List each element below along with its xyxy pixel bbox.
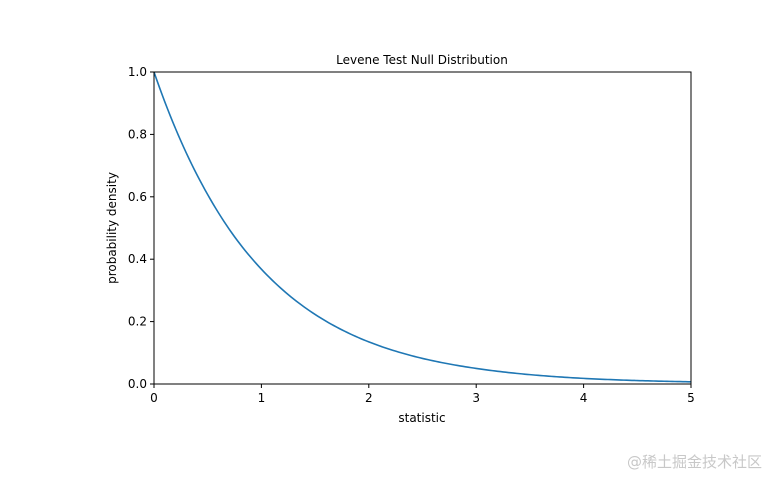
y-tick-label: 0.4 [128,252,147,266]
x-tick-label: 4 [580,391,588,405]
y-tick-label: 0.2 [128,315,147,329]
y-tick-label: 0.0 [128,377,147,391]
x-axis-label: statistic [398,411,445,425]
y-axis-label: probability density [105,172,119,284]
x-axis: 0 1 2 3 4 5 [150,384,695,405]
x-tick-label: 5 [687,391,695,405]
y-tick-label: 0.6 [128,190,147,204]
pdf-curve [153,71,692,383]
y-axis: 0.0 0.2 0.4 0.6 0.8 1.0 [128,65,154,391]
x-tick-label: 2 [365,391,373,405]
chart-title: Levene Test Null Distribution [336,53,508,67]
x-tick-label: 3 [472,391,480,405]
y-tick-label: 0.8 [128,127,147,141]
y-tick-label: 1.0 [128,65,147,79]
x-tick-label: 0 [150,391,158,405]
watermark: @稀土掘金技术社区 [626,453,762,471]
x-tick-label: 1 [258,391,266,405]
axes-frame [153,71,692,385]
plot-area [153,71,692,385]
